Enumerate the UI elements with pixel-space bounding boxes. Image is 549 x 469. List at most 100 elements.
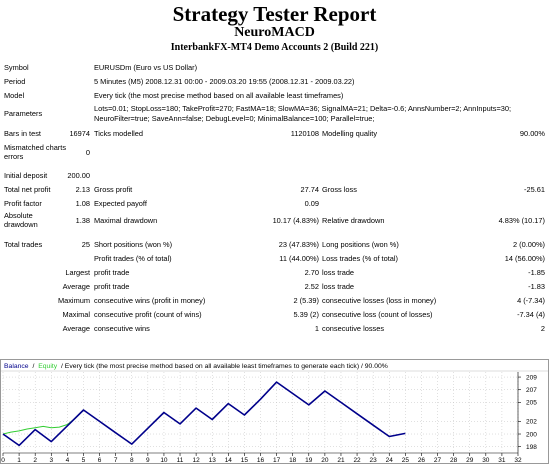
net-value: 2.13: [75, 185, 90, 194]
gross-profit-label: Gross profit: [94, 185, 133, 194]
largest-loss-label: loss trade: [322, 268, 355, 277]
x-tick-label: 10: [160, 457, 168, 464]
average-profit-label: profit trade: [94, 282, 130, 291]
gross-loss-value: -25.61: [524, 185, 545, 194]
x-tick-label: 22: [353, 457, 361, 464]
x-tick-label: 9: [146, 457, 150, 464]
parameters-value: Lots=0.01; StopLoss=180; TakeProfit=270;…: [94, 104, 512, 123]
loss-trades-label: Loss trades (% of total): [322, 254, 398, 263]
max-cons-wins-value: 2 (5.39): [293, 296, 319, 305]
average-profit-value: 2.52: [304, 282, 319, 291]
payoff-label: Expected payoff: [94, 199, 147, 208]
chart-y-axis: 209 207 205 202 200 198: [517, 372, 537, 453]
chart-frame: [0, 359, 549, 464]
gross-profit-value: 27.74: [300, 185, 320, 194]
report-title: Strategy Tester Report: [172, 2, 377, 26]
model-label: Model: [4, 91, 25, 100]
average-loss-value: -1.83: [528, 282, 545, 291]
long-label: Long positions (won %): [322, 240, 399, 249]
balance-chart: Balance / Equity / Every tick (the most …: [0, 359, 549, 464]
legend-balance: Balance: [4, 363, 29, 370]
y-tick-label: 207: [526, 387, 537, 394]
x-tick-label: 11: [177, 457, 184, 464]
x-tick-label: 30: [482, 457, 490, 464]
x-tick-label: 16: [257, 457, 265, 464]
ticks-label: Ticks modelled: [94, 129, 144, 138]
average-loss-label: loss trade: [322, 282, 355, 291]
parameters-label: Parameters: [4, 109, 43, 118]
y-tick-label: 202: [526, 419, 537, 426]
legend-sep: /: [32, 363, 34, 370]
payoff-value: 0.09: [304, 199, 319, 208]
chart-x-axis: 0 1 2 3 4 5 6 7 8 9 10 11 12 13 14 15 16 17 18 19 20 21 22 23 24…: [1, 452, 522, 464]
balance-chart-svg: Balance / Equity / Every tick (the most …: [0, 359, 549, 464]
x-tick-label: 0: [1, 457, 5, 464]
x-tick-label: 2: [33, 457, 37, 464]
largest-profit-value: 2.70: [304, 268, 319, 277]
expert-name: NeuroMACD: [234, 25, 315, 40]
symbol-value: EURUSDm (Euro vs US Dollar): [94, 63, 198, 72]
x-tick-label: 13: [209, 457, 217, 464]
x-tick-label: 3: [49, 457, 53, 464]
period-value: 5 Minutes (M5) 2008.12.31 00:00 - 2009.0…: [94, 77, 355, 86]
trades-value: 25: [81, 240, 90, 249]
profit-factor-label: Profit factor: [4, 199, 42, 208]
short-value: 23 (47.83%): [278, 240, 319, 249]
loss-trades-value: 14 (56.00%): [504, 254, 545, 263]
y-tick-label: 198: [526, 444, 537, 451]
chart-series: [2, 381, 406, 447]
largest-profit-label: profit trade: [94, 268, 130, 277]
max-dd-value: 10.17 (4.83%): [272, 216, 319, 225]
mismatch-value: 0: [85, 148, 90, 157]
max-cons-wins-label: consecutive wins (profit in money): [94, 296, 206, 305]
y-tick-label: 205: [526, 400, 537, 407]
maximal-cons-loss-label: consecutive loss (count of losses): [322, 310, 433, 319]
avg-cons-losses-value: 2: [540, 324, 545, 333]
period-label: Period: [4, 77, 26, 86]
x-tick-label: 12: [193, 457, 201, 464]
server-name: InterbankFX-MT4 Demo Accounts 2 (Build 2…: [170, 42, 379, 53]
x-tick-label: 29: [466, 457, 474, 464]
legend-desc: / Every tick (the most precise method ba…: [61, 363, 388, 370]
avg-cons-wins-value: 1: [314, 324, 319, 333]
x-tick-label: 20: [321, 457, 329, 464]
x-tick-label: 26: [418, 457, 426, 464]
bars-value: 16974: [69, 129, 90, 138]
y-tick-label: 200: [526, 431, 537, 438]
svg-text:Balance / Equity: Balance / Equity / Every tick (the most …: [4, 363, 388, 370]
x-tick-label: 8: [130, 457, 134, 464]
x-tick-label: 1: [17, 457, 21, 464]
profit-factor-value: 1.08: [75, 199, 90, 208]
deposit-label: Initial deposit: [4, 171, 48, 180]
maximum-label: Maximum: [57, 296, 90, 305]
profit-trades-label: Profit trades (% of total): [94, 254, 172, 263]
maximal-cons-loss-value: -7.34 (4): [517, 310, 545, 319]
model-value: Every tick (the most precise method base…: [94, 91, 344, 100]
long-value: 2 (0.00%): [512, 240, 545, 249]
profit-trades-value: 11 (44.00%): [279, 254, 319, 263]
x-tick-label: 18: [289, 457, 297, 464]
bars-label: Bars in test: [4, 129, 41, 138]
gross-loss-label: Gross loss: [322, 185, 357, 194]
x-tick-label: 24: [386, 457, 394, 464]
abs-dd-label: Absolute drawdown: [4, 211, 38, 229]
x-tick-label: 31: [498, 457, 506, 464]
net-label: Total net profit: [4, 185, 51, 194]
avg-cons-label: Average: [62, 324, 90, 333]
x-tick-label: 19: [305, 457, 313, 464]
x-tick-label: 14: [225, 457, 233, 464]
max-cons-losses-label: consecutive losses (loss in money): [322, 296, 437, 305]
quality-value: 90.00%: [519, 129, 545, 138]
short-label: Short positions (won %): [94, 240, 173, 249]
mismatch-label: Mismatched charts errors: [4, 143, 67, 161]
average-label: Average: [62, 282, 90, 291]
maximal-label: Maximal: [62, 310, 90, 319]
abs-dd-value: 1.38: [75, 216, 90, 225]
series-line-balance: [2, 381, 406, 447]
largest-label: Largest: [65, 268, 90, 277]
x-tick-label: 25: [402, 457, 410, 464]
x-tick-label: 27: [434, 457, 442, 464]
chart-grid: [2, 372, 519, 453]
quality-label: Modelling quality: [322, 129, 378, 138]
legend-equity: Equity: [38, 363, 57, 370]
